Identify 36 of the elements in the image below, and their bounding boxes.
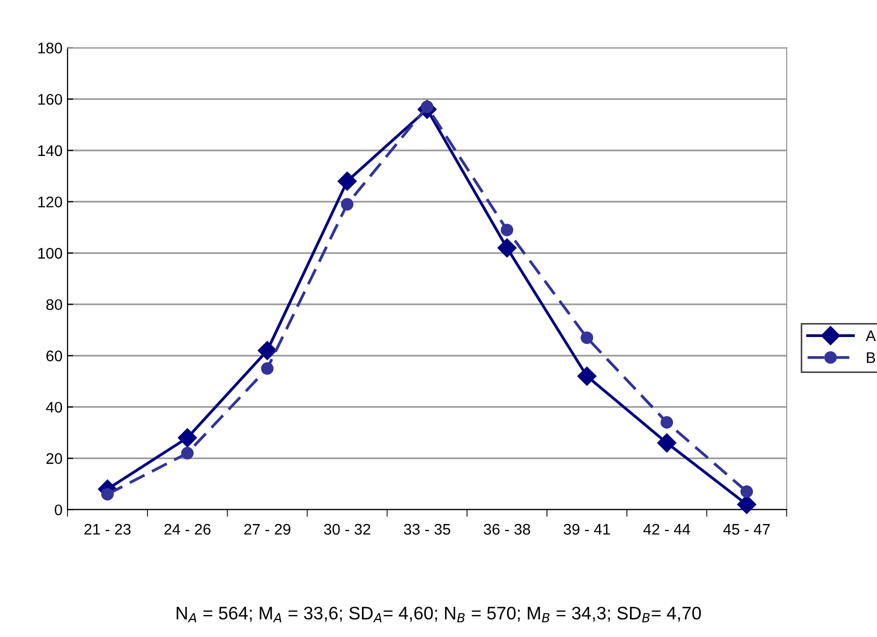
x-tick-label: 39 - 41 [564, 524, 610, 535]
point [657, 433, 676, 452]
point [660, 416, 674, 429]
x-tick-label: 30 - 32 [324, 524, 370, 535]
point [338, 172, 357, 191]
y-tick-label: 100 [38, 248, 62, 259]
point [178, 428, 197, 448]
point [740, 485, 753, 498]
text: N$_{A}$ = 564; M$_{A}$ = 33,6; SD$_{A}$= 4,60; N$_{B}$ = 570; M$_{B}$ = 34,3; SD$_{B}$= 4,70 [176, 606, 701, 622]
y-tick-label: 20 [46, 453, 62, 464]
y-tick-label: 40 [46, 402, 62, 413]
point [261, 362, 274, 375]
point [500, 224, 514, 236]
y-tick-label: 140 [38, 145, 62, 156]
point [181, 446, 194, 460]
legend-label: A [866, 330, 876, 341]
x-tick-label: 36 - 38 [484, 524, 530, 535]
y-tick-label: 60 [46, 350, 62, 362]
legend-label: B [866, 352, 876, 363]
y-tick-label: 120 [38, 196, 62, 208]
point [577, 366, 596, 386]
x-tick-label: 27 - 29 [244, 524, 290, 535]
x-tick-label: 42 - 44 [643, 524, 690, 535]
y-tick-label: 0 [54, 504, 62, 516]
point [497, 238, 517, 258]
x-tick-label: 21 - 23 [84, 524, 131, 535]
point [101, 488, 114, 500]
y-tick-label: 80 [46, 299, 62, 310]
x-tick-label: 24 - 26 [164, 524, 210, 535]
point [580, 331, 594, 344]
point [340, 198, 354, 211]
point [258, 340, 277, 360]
x-tick-label: 45 - 47 [723, 524, 770, 535]
y-tick-label: 180 [38, 42, 62, 54]
y-tick-label: 160 [38, 94, 62, 105]
x-tick-label: 33 - 35 [404, 524, 450, 535]
